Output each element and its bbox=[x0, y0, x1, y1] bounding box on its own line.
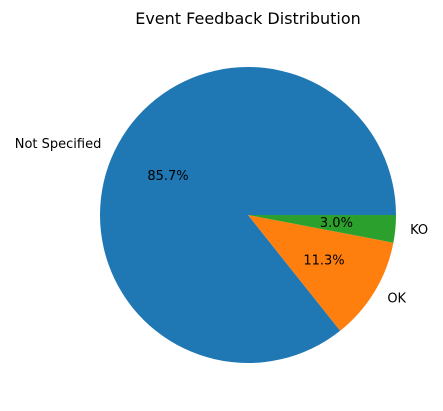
pct-label-ok: 11.3% bbox=[303, 253, 344, 268]
pct-label-not-specified: 85.7% bbox=[147, 169, 188, 184]
chart-title: Event Feedback Distribution bbox=[135, 9, 361, 28]
pie-labels: 85.7% Not Specified 11.3% OK 3.0% KO bbox=[15, 137, 428, 307]
category-label-ok: OK bbox=[387, 292, 406, 307]
pie-slices bbox=[99, 66, 397, 363]
slice-not-specified bbox=[99, 66, 397, 363]
category-label-not-specified: Not Specified bbox=[15, 137, 102, 152]
pct-label-ko: 3.0% bbox=[320, 216, 353, 231]
slice-ko bbox=[248, 215, 396, 243]
slice-ok bbox=[248, 215, 394, 331]
category-label-ko: KO bbox=[410, 223, 428, 238]
